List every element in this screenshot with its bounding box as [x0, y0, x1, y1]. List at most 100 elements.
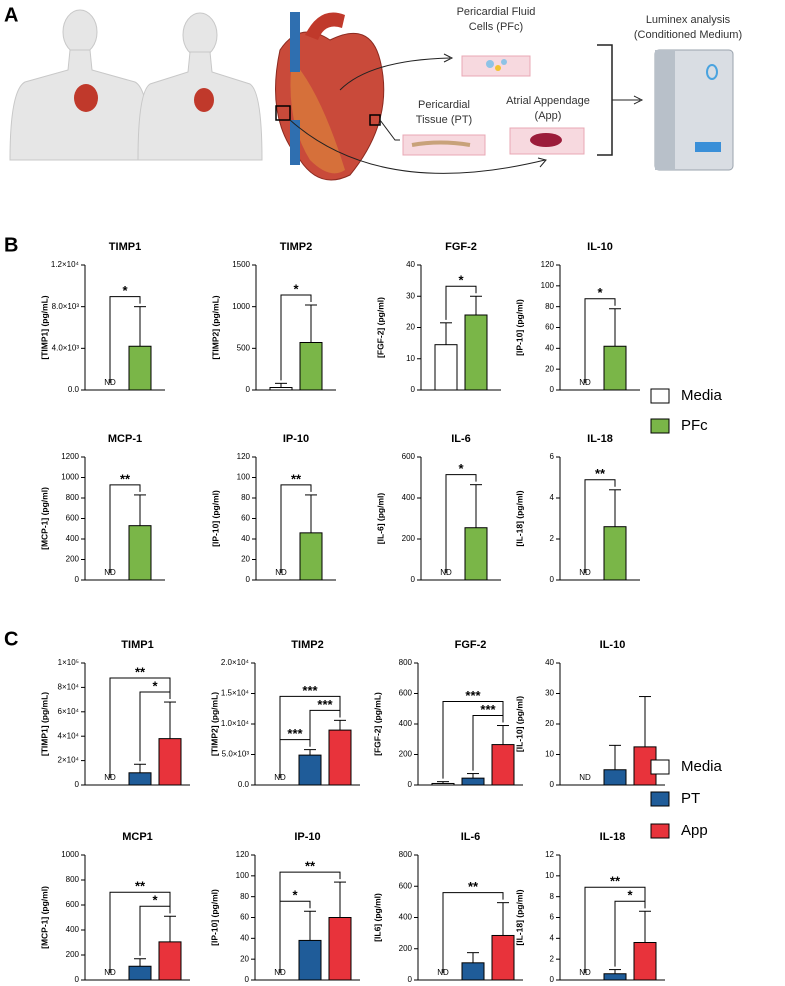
- y-tick-label: 2.0×10⁴: [221, 658, 250, 667]
- bar: [328, 729, 352, 786]
- y-tick-label: 80: [545, 302, 554, 311]
- y-tick-label: 40: [545, 343, 554, 352]
- significance-bracket: [445, 285, 477, 320]
- legend-label: App: [681, 822, 708, 839]
- y-tick-label: 80: [240, 892, 249, 901]
- bar: [298, 754, 322, 786]
- y-tick-label: 40: [240, 933, 249, 942]
- y-tick-label: 40: [241, 534, 250, 543]
- y-axis-label: [IL-18] (pg/ml): [514, 889, 524, 945]
- y-tick-label: 400: [66, 534, 80, 543]
- chart-title: MCP-1: [108, 433, 142, 445]
- significance-bracket: [584, 886, 646, 973]
- legend-swatch: [650, 418, 670, 434]
- bar: [299, 342, 323, 391]
- significance-label: *: [152, 678, 158, 693]
- y-axis-label: [IP-10] (pg/ml): [210, 490, 220, 547]
- y-tick-label: 0: [550, 575, 555, 584]
- bar: [603, 526, 627, 581]
- significance-bracket: [445, 474, 477, 573]
- y-tick-label: 0: [245, 975, 250, 984]
- bar: [633, 942, 657, 981]
- significance-bracket: [279, 695, 341, 778]
- y-tick-label: 1200: [61, 452, 79, 461]
- y-tick-label: 400: [66, 925, 80, 934]
- bar: [158, 941, 182, 981]
- significance-label: **: [468, 879, 479, 894]
- diagram-label: Atrial Appendage: [506, 95, 590, 107]
- y-tick-label: 1000: [61, 473, 79, 482]
- y-tick-label: 8×10⁴: [58, 683, 80, 692]
- y-tick-label: 20: [240, 954, 249, 963]
- chart-title: IP-10: [283, 433, 309, 445]
- significance-label: **: [595, 466, 606, 481]
- y-tick-label: 0: [246, 385, 251, 394]
- y-tick-label: 30: [406, 291, 415, 300]
- significance-label: ***: [317, 697, 333, 712]
- diagram-label: Tissue (PT): [416, 114, 472, 126]
- y-tick-label: 4: [550, 933, 555, 942]
- y-tick-label: 1000: [61, 850, 79, 859]
- chart-title: IL-10: [600, 639, 626, 651]
- y-tick-label: 6×10⁴: [58, 707, 80, 716]
- y-tick-label: 400: [399, 913, 413, 922]
- bar: [603, 345, 627, 391]
- y-tick-label: 10: [545, 871, 554, 880]
- y-tick-label: 0: [550, 385, 555, 394]
- y-tick-label: 200: [66, 950, 80, 959]
- y-tick-label: 5.0×10³: [222, 750, 250, 759]
- significance-label: ***: [465, 688, 481, 703]
- y-tick-label: 1.5×10⁴: [221, 689, 250, 698]
- value-label: ND: [579, 773, 591, 782]
- y-axis-label: [IL-10] (pg/ml): [514, 696, 524, 752]
- y-axis-label: [TIMP2] (pg/mL): [209, 692, 219, 756]
- chart-title: IL-6: [451, 433, 471, 445]
- chart-title: TIMP1: [121, 639, 153, 651]
- legend-label: Media: [681, 758, 723, 775]
- y-axis-label: [FGF-2] (pg/ml): [375, 297, 385, 358]
- y-tick-label: 400: [399, 719, 413, 728]
- legend-label: Media: [681, 387, 723, 404]
- y-tick-label: 200: [399, 944, 413, 953]
- y-tick-label: 2×10⁴: [58, 756, 80, 765]
- y-tick-label: 0: [411, 385, 416, 394]
- significance-bracket: [280, 484, 312, 573]
- significance-bracket: [279, 871, 341, 973]
- y-axis-label: [TIMP1] (pg/mL): [39, 692, 49, 756]
- significance-label: *: [122, 283, 128, 298]
- significance-label: ***: [287, 726, 303, 741]
- y-tick-label: 0: [75, 575, 80, 584]
- significance-bracket: [109, 677, 171, 778]
- y-tick-label: 0: [411, 575, 416, 584]
- y-tick-label: 0: [246, 575, 251, 584]
- y-axis-label: [IL-6] (pg/ml): [375, 493, 385, 545]
- bar: [298, 939, 322, 981]
- significance-label: **: [291, 471, 302, 486]
- bar: [128, 965, 152, 981]
- significance-label: *: [458, 273, 464, 288]
- significance-label: **: [610, 874, 621, 889]
- bar: [464, 527, 488, 581]
- panel-label: A: [4, 4, 18, 26]
- significance-label: *: [597, 285, 603, 300]
- significance-bracket: [109, 484, 141, 573]
- bar: [128, 772, 152, 786]
- y-tick-label: 200: [66, 555, 80, 564]
- y-axis-label: [IP-10] (pg/ml): [209, 889, 219, 946]
- chart-title: IL-18: [600, 831, 626, 843]
- y-tick-label: 600: [399, 881, 413, 890]
- y-tick-label: 4×10⁴: [58, 731, 80, 740]
- y-tick-label: 0: [75, 780, 80, 789]
- chart-title: MCP1: [122, 831, 153, 843]
- y-tick-label: 100: [541, 281, 555, 290]
- y-tick-label: 0: [550, 975, 555, 984]
- y-tick-label: 600: [399, 689, 413, 698]
- y-tick-label: 600: [66, 514, 80, 523]
- significance-bracket: [442, 892, 504, 973]
- chart-title: FGF-2: [455, 639, 487, 651]
- significance-bracket: [584, 298, 616, 383]
- y-tick-label: 100: [237, 473, 251, 482]
- diagram-label: (App): [535, 110, 562, 122]
- diagram-label: (Conditioned Medium): [634, 29, 742, 41]
- y-tick-label: 20: [545, 719, 554, 728]
